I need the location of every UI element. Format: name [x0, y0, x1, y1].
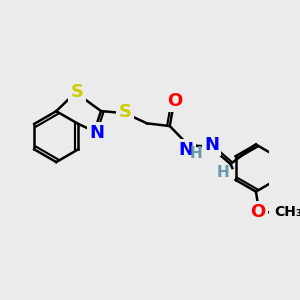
Text: H: H — [190, 146, 202, 161]
Text: N: N — [204, 136, 219, 154]
Text: CH₃: CH₃ — [274, 205, 300, 219]
Text: N: N — [89, 124, 104, 142]
Text: O: O — [167, 92, 183, 110]
Text: S: S — [118, 103, 132, 121]
Text: H: H — [217, 165, 230, 180]
Text: O: O — [250, 203, 266, 221]
Text: S: S — [70, 83, 83, 101]
Text: N: N — [179, 141, 194, 159]
